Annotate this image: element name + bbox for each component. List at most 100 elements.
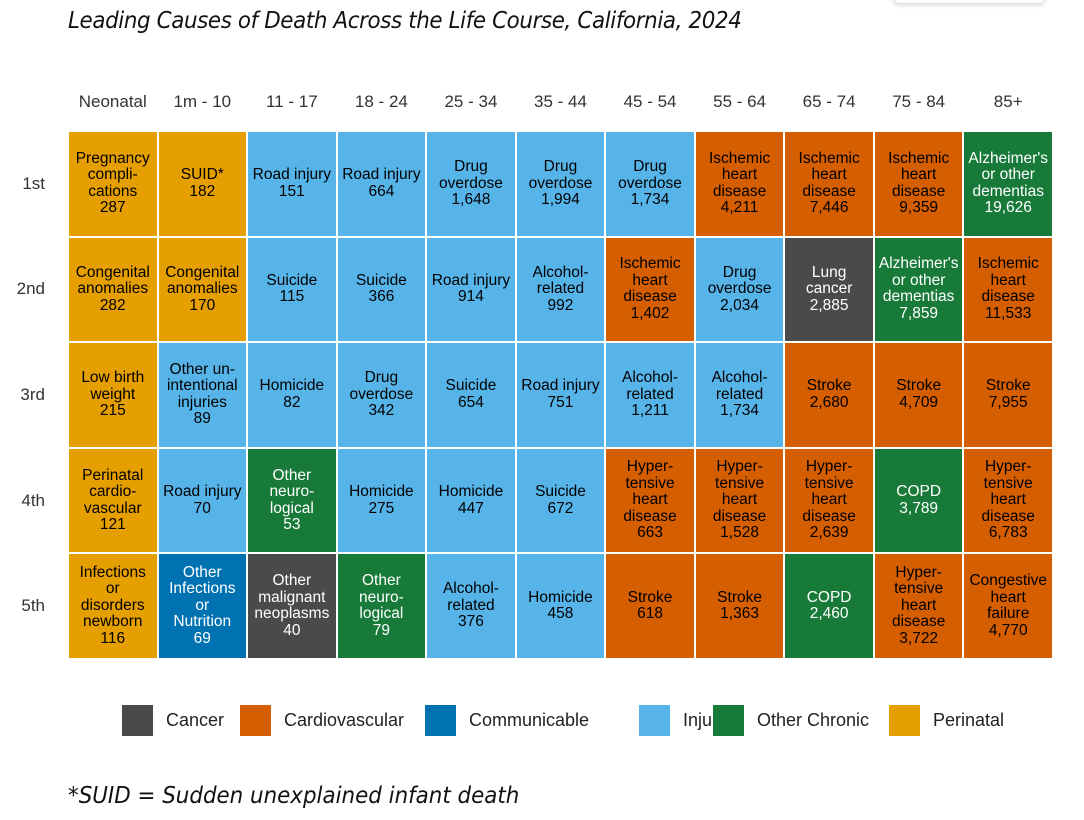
death-count: 664 <box>368 182 395 200</box>
cause-label: Congenital anomalies <box>165 263 240 298</box>
death-count: 2,460 <box>809 605 849 623</box>
cause-cell: Road injury 70 <box>158 448 247 553</box>
age-group-header: 35 - 44 <box>534 92 587 111</box>
cause-label: Homicide <box>438 483 504 501</box>
cause-cell: SUID* 182 <box>158 132 247 236</box>
cause-cell: COPD 3,789 <box>874 448 963 553</box>
cause-label: Drug overdose <box>528 158 593 192</box>
legend-label: Communicable <box>469 710 590 730</box>
cause-label: Ischemic heart disease <box>709 149 771 200</box>
legend-swatch <box>122 705 153 736</box>
death-count: 618 <box>637 605 663 623</box>
rank-header: 4th <box>21 490 45 510</box>
cause-label: Alzheimer's or other dementias <box>968 149 1049 200</box>
death-count: 2,680 <box>809 393 849 411</box>
cause-cell: Pregnancy compli- cations 287 <box>69 132 157 236</box>
chart-title: Leading Causes of Death Across the Life … <box>68 8 742 34</box>
cause-label: Alcohol- related <box>442 580 499 614</box>
cause-cell: Ischemic heart disease 7,446 <box>785 132 873 236</box>
death-count: 1,734 <box>630 191 670 209</box>
death-count: 79 <box>372 621 391 639</box>
cause-cell: Other Infections or Nutrition 69 <box>158 554 247 658</box>
cause-label: Stroke <box>717 588 762 606</box>
rank-header: 2nd <box>16 279 45 299</box>
cause-cell: Drug overdose 1,994 <box>516 132 605 236</box>
death-count: 447 <box>457 499 484 517</box>
cause-cell: Hyper- tensive heart disease 2,639 <box>785 448 873 553</box>
cause-cell: Road injury 151 <box>248 132 336 236</box>
cause-cell: Homicide 275 <box>337 448 426 553</box>
cause-label: Stroke <box>627 588 673 606</box>
death-count: 3,722 <box>899 629 939 647</box>
death-count: 69 <box>193 629 211 647</box>
cause-cell: COPD 2,460 <box>785 554 873 658</box>
cause-label: Alcohol- related <box>622 369 679 403</box>
cause-cell: Stroke 2,680 <box>785 343 873 447</box>
death-count: 82 <box>283 393 301 411</box>
cause-cell: Drug overdose 1,648 <box>427 132 515 236</box>
death-count: 9,359 <box>899 199 939 217</box>
cause-label: Lung cancer <box>805 263 853 298</box>
cause-cell: Other neuro- logical 53 <box>248 448 336 553</box>
cause-label: COPD <box>806 588 852 606</box>
cause-label: Alcohol- related <box>532 263 589 298</box>
legend-swatch <box>713 705 744 736</box>
cause-label: Ischemic heart disease <box>977 255 1039 306</box>
cause-cell: Alcohol- related 992 <box>516 237 605 342</box>
death-count: 458 <box>547 605 574 623</box>
death-count: 53 <box>283 516 301 534</box>
cause-label: Ischemic heart disease <box>619 255 681 306</box>
cause-label: Suicide <box>535 483 586 501</box>
cause-label: Hyper- tensive heart disease <box>623 458 677 525</box>
cause-label: Hyper- tensive heart disease <box>802 458 856 525</box>
tooltip-edge <box>893 0 1045 4</box>
cause-label: Congenital anomalies <box>75 263 150 298</box>
cause-cell: Suicide 654 <box>427 343 515 447</box>
cause-cell: Ischemic heart disease 11,533 <box>964 237 1052 342</box>
cause-label: Hyper- tensive heart disease <box>712 458 767 525</box>
cause-label: Homicide <box>349 483 414 501</box>
death-count: 342 <box>368 402 395 420</box>
cause-cell: Ischemic heart disease 4,211 <box>695 132 784 236</box>
cause-cell: Alcohol- related 376 <box>427 554 515 658</box>
cause-label: Stroke <box>985 377 1031 395</box>
cause-cell: Lung cancer 2,885 <box>785 237 873 342</box>
cause-label: Suicide <box>266 271 318 289</box>
death-count: 1,211 <box>631 402 669 420</box>
cause-cell: Hyper- tensive heart disease 663 <box>606 448 694 553</box>
death-count: 89 <box>193 410 211 428</box>
death-count: 4,211 <box>720 199 759 217</box>
death-count: 287 <box>99 199 126 217</box>
legend-swatch <box>425 705 456 736</box>
death-count: 115 <box>279 288 305 306</box>
cause-label: Stroke <box>896 377 942 395</box>
legend-label: Perinatal <box>933 710 1005 730</box>
cause-label: Hyper- tensive heart disease <box>891 563 946 631</box>
legend-label: Cancer <box>166 710 225 730</box>
death-count: 654 <box>458 393 484 411</box>
cause-cell: Suicide 366 <box>337 237 426 342</box>
legend-label: Cardiovascular <box>284 710 405 730</box>
cause-cell: Drug overdose 1,734 <box>606 132 694 236</box>
death-count: 275 <box>368 499 395 517</box>
age-group-header: 75 - 84 <box>892 92 946 111</box>
age-group-header: Neonatal <box>78 92 147 111</box>
death-count: 19,626 <box>984 199 1032 217</box>
cause-cell: Ischemic heart disease 9,359 <box>874 132 963 236</box>
cause-label: Other neuro- logical <box>269 466 315 517</box>
cause-label: Other un- intentional injuries <box>166 360 238 411</box>
age-group-header: 11 - 17 <box>266 92 318 111</box>
cause-cell: Homicide 447 <box>427 448 515 553</box>
age-group-header: 65 - 74 <box>802 92 856 111</box>
rank-header: 5th <box>21 596 45 616</box>
cause-label: Other malignant neoplasms <box>254 572 330 623</box>
death-count: 1,734 <box>720 402 759 420</box>
cause-label: Suicide <box>445 377 497 395</box>
cause-cell: Congenital anomalies 170 <box>158 237 247 342</box>
cause-label: Drug overdose <box>349 369 414 403</box>
rank-header: 1st <box>22 173 45 193</box>
cause-cell: Ischemic heart disease 1,402 <box>606 237 694 342</box>
death-count: 7,446 <box>809 199 849 217</box>
cause-label: Drug overdose <box>618 158 682 192</box>
cause-cell: Infections or disorders newborn 116 <box>69 554 157 658</box>
